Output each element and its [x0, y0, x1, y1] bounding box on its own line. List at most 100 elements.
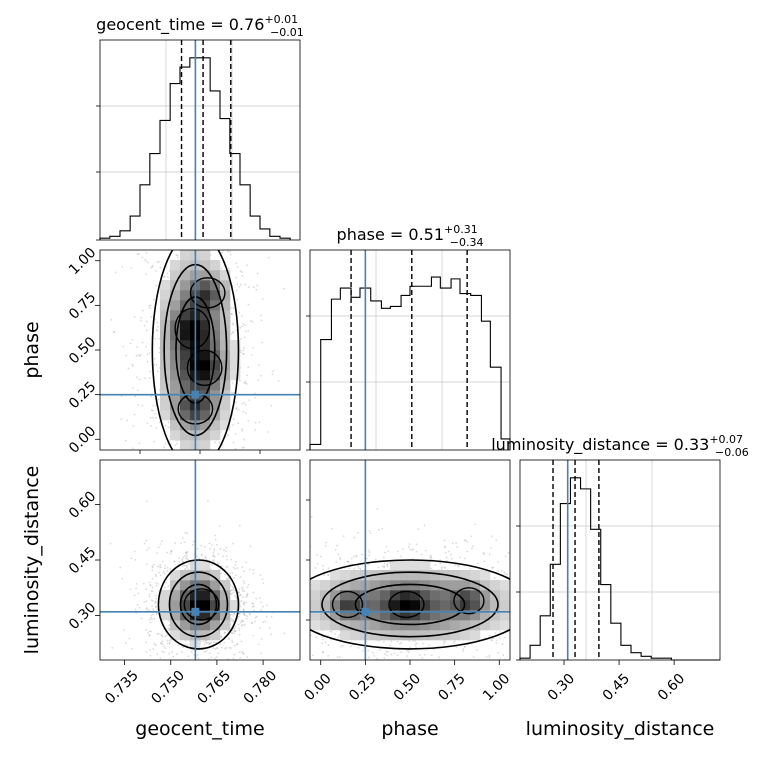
luminosity_distance-vs-phase-sample-point [495, 639, 498, 642]
luminosity_distance-vs-geocent_time-sample-point [239, 621, 242, 624]
phase-vs-geocent_time-sample-point [247, 303, 250, 306]
phase-vs-geocent_time-sample-point [218, 236, 220, 238]
luminosity_distance-vs-phase-sample-point [271, 548, 273, 550]
phase-vs-geocent_time-sample-point [191, 225, 193, 227]
luminosity_distance-vs-phase-sample-point [491, 639, 494, 642]
luminosity_distance-vs-geocent_time-sample-point [181, 559, 183, 562]
luminosity_distance-vs-geocent_time-sample-point [262, 582, 265, 585]
luminosity_distance-vs-phase-sample-point [327, 567, 330, 570]
luminosity_distance-vs-phase-sample-point [444, 567, 447, 569]
phase-vs-geocent_time-sample-point [235, 474, 237, 476]
luminosity_distance-vs-phase-density-cell [370, 620, 381, 631]
luminosity_distance-hist: luminosity_distance = 0.33+0.07 −0.06 [491, 433, 749, 661]
luminosity_distance-vs-geocent_time-sample-point [250, 622, 253, 624]
phase-vs-geocent_time-sample-point [235, 329, 238, 331]
phase-vs-geocent_time-sample-point [205, 241, 207, 243]
luminosity_distance-vs-geocent_time-sample-point [148, 634, 151, 637]
luminosity_distance-vs-geocent_time-density-cell [170, 590, 181, 601]
phase-vs-geocent_time-sample-point [172, 456, 174, 458]
phase-vs-geocent_time-sample-point [132, 387, 134, 390]
luminosity_distance-vs-phase-sample-point [562, 602, 564, 604]
luminosity_distance-vs-geocent_time-sample-point [246, 592, 249, 595]
luminosity_distance-vs-geocent_time-density-cell [210, 610, 221, 621]
luminosity_distance-vs-geocent_time-sample-point [208, 643, 211, 645]
luminosity_distance-vs-geocent_time-sample-point [149, 584, 152, 587]
phase-vs-geocent_time-sample-point [192, 531, 194, 533]
luminosity_distance-vs-geocent_time-sample-point [185, 552, 188, 555]
luminosity_distance-vs-phase-sample-point [292, 521, 294, 523]
luminosity_distance-vs-phase-sample-point [381, 527, 384, 530]
luminosity_distance-vs-phase-sample-point [270, 579, 272, 581]
phase-vs-geocent_time-sample-point [250, 455, 252, 457]
luminosity_distance-vs-geocent_time-sample-point [160, 634, 163, 637]
luminosity_distance-vs-phase-sample-point [443, 539, 446, 542]
phase-vs-geocent_time-sample-point [145, 320, 148, 323]
luminosity_distance-vs-phase-sample-point [303, 619, 305, 621]
luminosity_distance-vs-geocent_time-sample-point [238, 588, 241, 591]
luminosity_distance-vs-geocent_time-sample-point [159, 574, 162, 577]
phase-vs-geocent_time-sample-point [166, 276, 169, 278]
luminosity_distance-vs-phase-sample-point [347, 561, 350, 563]
luminosity_distance-vs-geocent_time-sample-point [252, 634, 255, 637]
luminosity_distance-vs-phase-density-cell [320, 610, 331, 621]
phase-vs-geocent_time-sample-point [146, 360, 149, 363]
luminosity_distance-vs-phase-density-cell [310, 580, 321, 591]
phase-vs-geocent_time-sample-point [137, 403, 140, 406]
luminosity_distance-vs-phase-sample-point [355, 555, 358, 558]
luminosity_distance-vs-phase-sample-point [367, 563, 370, 566]
phase-vs-geocent_time-density-cell [230, 370, 241, 381]
luminosity_distance-vs-phase-sample-point [571, 620, 573, 622]
luminosity_distance-vs-phase-sample-point [485, 666, 487, 668]
phase-vs-geocent_time-sample-point [267, 431, 270, 433]
luminosity_distance-vs-geocent_time-sample-point [241, 651, 244, 653]
luminosity_distance-vs-geocent_time-truth-marker [191, 607, 200, 616]
luminosity_distance-vs-phase-sample-point [588, 631, 590, 633]
phase-vs-geocent_time-density-cell [170, 290, 181, 301]
luminosity_distance-vs-phase-sample-point [420, 553, 423, 556]
luminosity_distance-vs-phase-density-cell [450, 580, 461, 591]
luminosity_distance-vs-geocent_time-sample-point [165, 581, 167, 584]
luminosity_distance-vs-phase-sample-point [497, 561, 500, 563]
phase-vs-geocent_time-sample-point [138, 252, 140, 255]
luminosity_distance-vs-phase-sample-point [644, 586, 646, 588]
phase-vs-geocent_time-sample-point [191, 465, 193, 467]
luminosity_distance-vs-phase-sample-point [587, 629, 589, 631]
phase-vs-geocent_time-sample-point [270, 404, 273, 407]
luminosity_distance-vs-geocent_time-sample-point [148, 547, 150, 549]
luminosity_distance-vs-geocent_time-sample-point [243, 602, 246, 605]
luminosity_distance-vs-phase-sample-point [457, 565, 459, 568]
phase-vs-geocent_time-sample-point [155, 364, 158, 366]
luminosity_distance-vs-phase-density-cell [380, 620, 391, 631]
luminosity_distance-vs-phase-density-cell [420, 630, 431, 641]
luminosity_distance-vs-phase-sample-point [386, 563, 389, 566]
luminosity_distance-vs-phase-sample-point [492, 637, 495, 640]
luminosity_distance-vs-phase-sample-point [277, 655, 279, 657]
phase-vs-geocent_time-sample-point [144, 345, 147, 348]
phase-vs-geocent_time-sample-point [209, 457, 211, 459]
phase-vs-geocent_time-sample-point [230, 333, 233, 335]
luminosity_distance-vs-phase-sample-point [400, 555, 403, 558]
luminosity_distance-vs-geocent_time-sample-point [111, 646, 114, 649]
luminosity_distance-vs-geocent_time-sample-point [238, 612, 241, 615]
luminosity_distance-vs-geocent_time-sample-point [226, 558, 229, 561]
phase-vs-geocent_time-sample-point [219, 126, 221, 128]
luminosity_distance-vs-geocent_time-sample-point [231, 592, 233, 595]
luminosity_distance-vs-geocent_time-xtick-label: 0.765 [195, 668, 235, 708]
luminosity_distance-vs-geocent_time-sample-point [134, 558, 137, 561]
luminosity_distance-vs-geocent_time-sample-point [151, 577, 154, 580]
phase-vs-geocent_time-sample-point [225, 489, 227, 491]
phase-vs-geocent_time-density-cell [220, 420, 231, 431]
luminosity_distance-vs-phase-sample-point [439, 562, 442, 565]
luminosity_distance-vs-phase-sample-point [513, 567, 515, 569]
luminosity_distance-vs-geocent_time-sample-point [147, 632, 150, 634]
phase-vs-geocent_time-sample-point [247, 366, 250, 369]
phase-vs-geocent_time-sample-point [229, 250, 232, 253]
phase-vs-geocent_time-density-cell [220, 280, 231, 291]
luminosity_distance-vs-geocent_time-density-cell [210, 570, 221, 581]
luminosity_distance-vs-phase-sample-point [301, 632, 303, 634]
luminosity_distance-vs-geocent_time-sample-point [204, 668, 206, 670]
phase-vs-geocent_time-sample-point [146, 353, 149, 356]
luminosity_distance-vs-phase-sample-point [661, 653, 663, 655]
luminosity_distance-vs-geocent_time-sample-point [191, 543, 194, 546]
phase-vs-geocent_time-sample-point [156, 488, 158, 490]
